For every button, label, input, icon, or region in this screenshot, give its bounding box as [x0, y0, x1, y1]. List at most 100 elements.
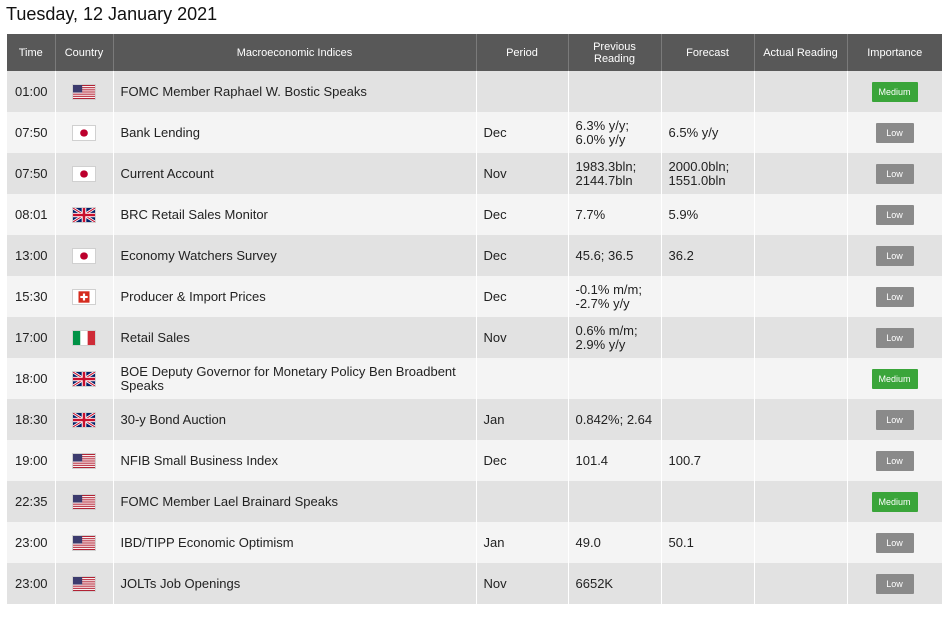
- country-cell: [55, 153, 114, 194]
- previous-reading-cell: 6652K: [568, 563, 662, 604]
- japan-flag-icon: [72, 247, 96, 264]
- uk-flag-icon: [72, 206, 96, 223]
- table-row: 15:30 Producer & Import Prices Dec -0.1% m/…: [7, 276, 943, 317]
- time-cell: 23:00: [7, 522, 56, 563]
- forecast-cell: 6.5% y/y: [661, 112, 755, 153]
- column-header-actual-reading: Actual Reading: [754, 34, 848, 71]
- table-row: 18:30 30-y Bond Auction Jan 0.842%; 2.64 Low: [7, 399, 943, 440]
- period-cell: Dec: [476, 440, 569, 481]
- forecast-cell: [661, 563, 755, 604]
- period-cell: [476, 71, 569, 112]
- table-row: 23:00 JOLTs Job Openings Nov 6652K Low: [7, 563, 943, 604]
- table-row: 08:01 BRC Retail Sales Monitor Dec 7.7% 5.9%…: [7, 194, 943, 235]
- us-flag-icon: [72, 83, 96, 100]
- actual-reading-cell: [754, 317, 848, 358]
- us-flag-icon: [72, 575, 96, 592]
- table-row: 23:00 IBD/TIPP Economic Optimism Jan 49.0 50…: [7, 522, 943, 563]
- index-cell: Retail Sales: [113, 317, 477, 358]
- actual-reading-cell: [754, 481, 848, 522]
- forecast-cell: 36.2: [661, 235, 755, 276]
- period-cell: Dec: [476, 112, 569, 153]
- time-cell: 07:50: [7, 112, 56, 153]
- country-cell: [55, 235, 114, 276]
- period-cell: Dec: [476, 194, 569, 235]
- importance-badge: Medium: [871, 491, 918, 512]
- importance-badge: Low: [875, 450, 914, 471]
- column-header-time: Time: [7, 34, 56, 71]
- actual-reading-cell: [754, 440, 848, 481]
- period-cell: Jan: [476, 399, 569, 440]
- importance-cell: Low: [847, 276, 943, 317]
- swiss-flag-icon: [72, 288, 96, 305]
- previous-reading-cell: -0.1% m/m; -2.7% y/y: [568, 276, 662, 317]
- table-row: 17:00 Retail Sales Nov 0.6% m/m; 2.9% y/y Lo…: [7, 317, 943, 358]
- previous-reading-cell: 101.4: [568, 440, 662, 481]
- time-cell: 08:01: [7, 194, 56, 235]
- index-cell: JOLTs Job Openings: [113, 563, 477, 604]
- country-cell: [55, 112, 114, 153]
- table-header-row: Time Country Macroeconomic Indices Perio…: [7, 34, 942, 71]
- importance-cell: Low: [847, 194, 943, 235]
- period-cell: Dec: [476, 235, 569, 276]
- japan-flag-icon: [72, 165, 96, 182]
- forecast-cell: 2000.0bln; 1551.0bln: [661, 153, 755, 194]
- actual-reading-cell: [754, 399, 848, 440]
- column-header-period: Period: [476, 34, 569, 71]
- previous-reading-cell: 0.6% m/m; 2.9% y/y: [568, 317, 662, 358]
- us-flag-icon: [72, 534, 96, 551]
- previous-reading-cell: [568, 481, 662, 522]
- forecast-cell: [661, 481, 755, 522]
- column-header-importance: Importance: [847, 34, 942, 71]
- importance-cell: Low: [847, 153, 943, 194]
- importance-cell: Low: [847, 399, 943, 440]
- period-cell: Jan: [476, 522, 569, 563]
- index-cell: 30-y Bond Auction: [113, 399, 477, 440]
- previous-reading-cell: [568, 358, 662, 399]
- forecast-cell: [661, 358, 755, 399]
- previous-reading-cell: [568, 71, 662, 112]
- us-flag-icon: [72, 452, 96, 469]
- importance-badge: Low: [875, 245, 914, 266]
- period-cell: Nov: [476, 153, 569, 194]
- index-cell: BRC Retail Sales Monitor: [113, 194, 477, 235]
- table-row: 07:50 Bank Lending Dec 6.3% y/y; 6.0% y/y 6.…: [7, 112, 943, 153]
- importance-badge: Low: [875, 327, 914, 348]
- italy-flag-icon: [72, 329, 96, 346]
- time-cell: 19:00: [7, 440, 56, 481]
- actual-reading-cell: [754, 276, 848, 317]
- column-header-forecast: Forecast: [661, 34, 755, 71]
- forecast-cell: [661, 317, 755, 358]
- period-cell: [476, 358, 569, 399]
- previous-reading-cell: 1983.3bln; 2144.7bln: [568, 153, 662, 194]
- period-cell: Nov: [476, 317, 569, 358]
- previous-reading-cell: 7.7%: [568, 194, 662, 235]
- actual-reading-cell: [754, 153, 848, 194]
- actual-reading-cell: [754, 358, 848, 399]
- country-cell: [55, 440, 114, 481]
- importance-badge: Low: [875, 409, 914, 430]
- country-cell: [55, 563, 114, 604]
- economic-calendar-table: Time Country Macroeconomic Indices Perio…: [7, 34, 943, 604]
- page-title: Tuesday, 12 January 2021: [6, 4, 218, 24]
- index-cell: BOE Deputy Governor for Monetary Policy …: [113, 358, 477, 399]
- importance-badge: Low: [875, 286, 914, 307]
- column-header-country: Country: [55, 34, 114, 71]
- time-cell: 07:50: [7, 153, 56, 194]
- time-cell: 15:30: [7, 276, 56, 317]
- previous-reading-cell: 49.0: [568, 522, 662, 563]
- time-cell: 01:00: [7, 71, 56, 112]
- index-cell: FOMC Member Raphael W. Bostic Speaks: [113, 71, 477, 112]
- importance-cell: Low: [847, 563, 943, 604]
- table-row: 19:00 NFIB Small Business Index Dec 101.4 10…: [7, 440, 943, 481]
- period-cell: Dec: [476, 276, 569, 317]
- country-cell: [55, 194, 114, 235]
- importance-cell: Low: [847, 112, 943, 153]
- forecast-cell: [661, 276, 755, 317]
- importance-cell: Low: [847, 440, 943, 481]
- actual-reading-cell: [754, 194, 848, 235]
- time-cell: 22:35: [7, 481, 56, 522]
- index-cell: Current Account: [113, 153, 477, 194]
- importance-badge: Low: [875, 122, 914, 143]
- country-cell: [55, 399, 114, 440]
- forecast-cell: [661, 399, 755, 440]
